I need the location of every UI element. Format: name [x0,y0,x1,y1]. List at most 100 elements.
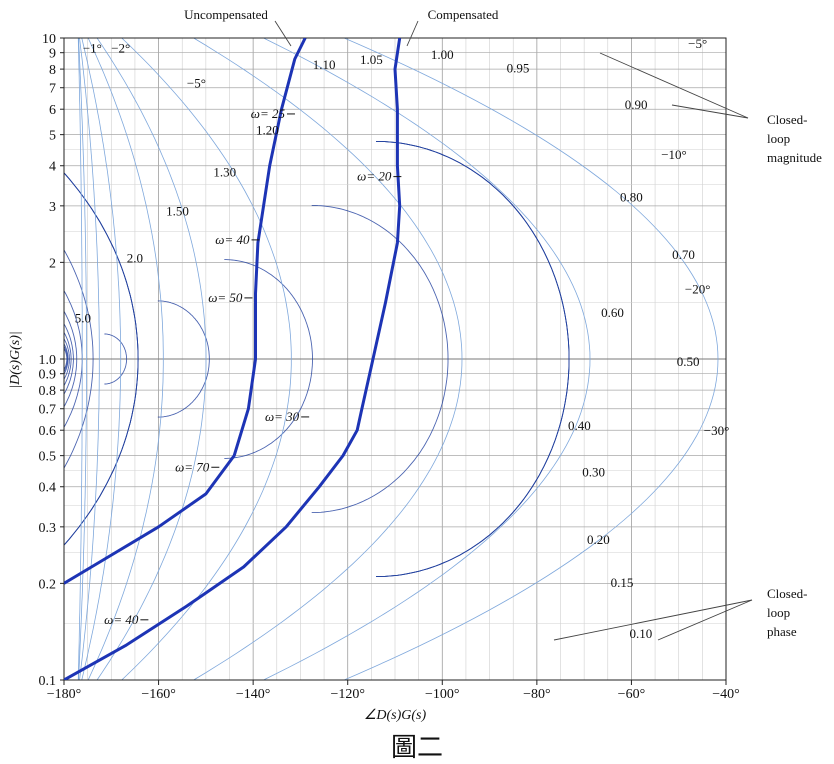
closed-loop-magnitude-contour [224,259,313,459]
leader-cl-mag-b [671,104,749,119]
closed-loop-phase-label-1: Closed- [767,586,807,601]
figure-caption: 圖二 [391,733,443,763]
closed-loop-magnitude-contour [311,204,449,514]
omega-annotation: ω= 40 [104,612,139,627]
x-tick-label: −140° [236,687,271,702]
closed-loop-magnitude-label-1: Closed- [767,112,807,127]
closed-loop-magnitude-label-2: loop [767,131,790,146]
magnitude-contour-label: 0.50 [677,354,700,369]
omega-annotation: ω= 40 [215,232,250,247]
uncompensated-curve [64,38,307,585]
magnitude-contour-label: 5.0 [75,310,91,325]
x-tick-label: −80° [523,687,551,702]
closed-loop-magnitude-contour [64,347,68,371]
y-tick-label: 1.0 [39,353,57,368]
y-tick-label: 0.4 [39,481,57,496]
magnitude-contour-label: 0.70 [672,247,695,262]
closed-loop-phase-label-2: loop [767,605,790,620]
series-layer [64,38,402,680]
y-tick-label: 6 [49,103,56,118]
closed-loop-magnitude-contour [64,342,69,376]
x-tick-label: −120° [330,687,365,702]
magnitude-contour-label: 0.10 [630,626,653,641]
magnitude-contour-label: 0.20 [587,532,610,547]
x-tick-label: −180° [47,687,82,702]
magnitude-contour-label: 0.60 [601,305,624,320]
closed-loop-phase-contour [77,38,83,680]
phase-contour-label: −2° [111,41,130,56]
leader-compensated [406,20,419,47]
magnitude-contour-label: 0.95 [507,61,530,76]
y-tick-label: 10 [42,32,56,47]
compensated-label: Compensated [428,7,499,22]
phase-contour-label: −1° [83,41,102,56]
leader-uncompensated [274,20,292,47]
magnitude-contour-label: 0.30 [582,465,605,480]
leader-cl-phase-a [553,599,753,641]
closed-loop-phase-contour [343,38,719,680]
y-tick-label: 0.3 [39,521,57,536]
closed-loop-magnitude-contour [64,322,74,396]
phase-contour-label: −30° [704,423,730,438]
uncompensated-label: Uncompensated [184,7,268,22]
y-tick-label: 7 [49,82,56,97]
closed-loop-magnitude-contour [64,337,70,381]
x-tick-label: −160° [141,687,176,702]
y-axis-title: |D(s)G(s)| [8,331,23,388]
x-tick-label: −40° [712,687,740,702]
magnitude-contour-label: 1.10 [313,57,336,72]
x-tick-label: −60° [618,687,646,702]
magnitude-contour-label: 2.0 [127,250,143,265]
closed-loop-magnitude-contour [64,248,94,470]
closed-loop-phase-contour [79,38,100,680]
closed-loop-magnitude-contour [376,140,570,578]
phase-contour-label: −5° [187,76,206,91]
omega-annotation: ω= 20 [357,169,392,184]
magnitude-contour-label: 1.05 [360,52,383,67]
leader-cl-phase-b [657,599,753,641]
x-axis-title: ∠D(s)G(s) [364,708,427,723]
y-tick-label: 0.9 [39,368,57,383]
magnitude-contour-label: 0.90 [625,97,648,112]
magnitude-contour-label: 1.00 [431,47,454,62]
closed-loop-phase-contour [192,38,463,680]
y-tick-label: 2 [49,256,56,271]
closed-loop-phase-contour [87,38,164,680]
contour-labels: 1.10 1.05 1.00 0.95 0.90 0.80 0.70 0.60 0.50 0.40… [75,36,730,641]
leader-cl-mag-a [599,52,749,119]
y-tick-label: 0.2 [39,577,57,592]
phase-contour-label: −10° [661,147,687,162]
grid-lines [64,38,726,680]
magnitude-contour-label: 0.15 [611,575,634,590]
omega-annotation: ω= 70 [175,459,210,474]
magnitude-contour-label: 0.80 [620,189,643,204]
closed-loop-magnitude-label-3: magnitude [767,150,822,165]
omega-annotation: ω= 30 [265,409,300,424]
magnitude-contour-label: 1.20 [256,123,279,138]
closed-loop-phase-contour [78,38,87,680]
nichols-contours [64,38,719,680]
closed-loop-magnitude-contour [64,331,72,387]
y-tick-label: 0.1 [39,674,57,689]
y-tick-label: 5 [49,129,56,144]
omega-annotation: ω= 50 [208,290,243,305]
closed-loop-phase-contour [96,38,207,680]
leader-lines [274,20,753,641]
y-tick-label: 8 [49,63,56,78]
x-tick-label: −100° [425,687,460,702]
closed-loop-phase-contour [262,38,591,680]
y-tick-label: 0.7 [39,403,57,418]
compensated-curve [64,38,402,680]
magnitude-contour-label: 1.50 [166,203,189,218]
omega-annotation: ω= 25 [251,106,286,121]
closed-loop-phase-contour [81,38,122,680]
y-tick-label: 4 [49,160,56,175]
closed-loop-magnitude-contour [104,333,128,385]
y-tick-label: 3 [49,200,56,215]
annotations: ω= 25 ω= 40 ω= 50 ω= 70 ω= 20 ω= 30 ω= 40 [104,106,402,627]
y-tick-label: 0.8 [39,384,57,399]
phase-contour-label: −20° [685,281,711,296]
closed-loop-phase-label-3: phase [767,624,797,639]
y-tick-label: 0.5 [39,450,57,465]
